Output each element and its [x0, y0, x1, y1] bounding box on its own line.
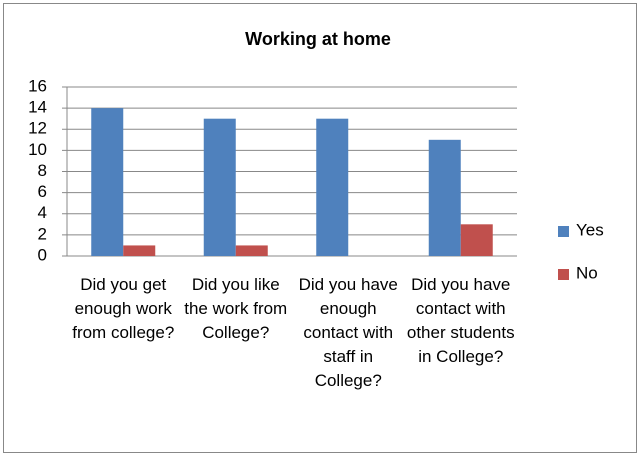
legend-label: No: [576, 263, 598, 282]
legend-label: Yes: [576, 220, 604, 239]
bar: [460, 224, 493, 256]
y-tick-label: 2: [38, 224, 47, 243]
bar: [123, 245, 156, 256]
y-tick-label: 0: [38, 245, 47, 264]
y-tick-label: 4: [38, 203, 47, 222]
y-tick-label: 12: [28, 119, 47, 138]
bar: [235, 245, 268, 256]
legend-swatch: [558, 269, 569, 280]
bar: [203, 118, 236, 256]
y-tick-label: 14: [28, 98, 47, 117]
bar: [316, 118, 349, 256]
x-tick-label: Did you like the work from College?: [184, 275, 288, 342]
x-tick-label: Did you get enough work from college?: [72, 275, 175, 342]
chart-title: Working at home: [245, 29, 391, 49]
x-tick-label: Did you have contact with other students…: [406, 275, 515, 366]
bar: [91, 108, 124, 256]
y-tick-label: 16: [28, 76, 47, 95]
y-tick-label: 10: [28, 140, 47, 159]
legend-swatch: [558, 226, 569, 237]
x-tick-label: Did you have enough contact with staff i…: [298, 275, 398, 390]
y-tick-label: 6: [38, 182, 47, 201]
y-tick-label: 8: [38, 161, 47, 180]
bar: [428, 139, 461, 256]
